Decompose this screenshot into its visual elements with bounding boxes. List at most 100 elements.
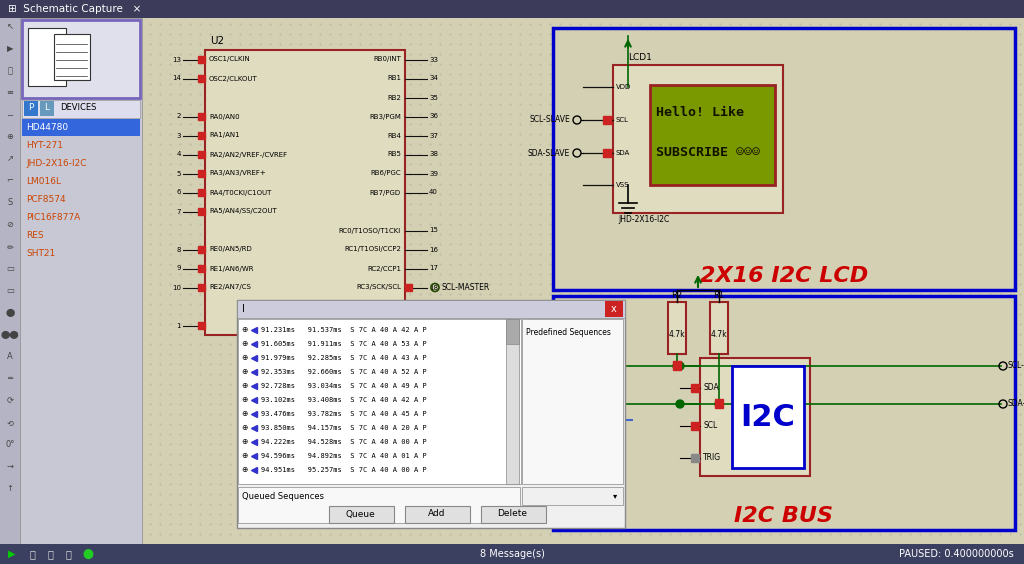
Text: OSC1/CLKIN: OSC1/CLKIN (209, 56, 251, 63)
Text: I: I (242, 304, 245, 314)
Text: ⬤: ⬤ (5, 308, 14, 317)
Text: ⊕: ⊕ (241, 340, 247, 349)
Bar (0, 0, 1024, 18)
Bar (404, 506, 470, 523)
Bar (198, 245, 205, 253)
Text: ⊕: ⊕ (241, 424, 247, 433)
Text: 4.7k: 4.7k (711, 330, 727, 339)
Text: RA1/AN1: RA1/AN1 (209, 133, 240, 139)
Text: SDA: SDA (616, 150, 630, 156)
Bar (198, 265, 205, 271)
Text: Predefined Sequences: Predefined Sequences (526, 328, 611, 337)
Bar (142, 18, 1024, 544)
Text: R2: R2 (672, 291, 683, 300)
Text: 1: 1 (176, 323, 181, 328)
Bar (673, 361, 681, 370)
Text: ▶: ▶ (7, 44, 13, 53)
Text: 5: 5 (176, 170, 181, 177)
Text: 94.222ms   94.528ms  S 7C A 40 A 00 A P: 94.222ms 94.528ms S 7C A 40 A 00 A P (261, 439, 427, 445)
Bar (238, 319, 521, 484)
Text: RC0/T1OSO/T1CKI: RC0/T1OSO/T1CKI (339, 227, 401, 233)
Circle shape (676, 400, 684, 408)
Text: ⏭: ⏭ (29, 549, 35, 559)
Text: SDA-SLAVE: SDA-SLAVE (1008, 399, 1024, 408)
Bar (522, 319, 623, 484)
Text: ⊕: ⊕ (241, 354, 247, 363)
Bar (506, 319, 519, 344)
Text: SCL: SCL (616, 117, 629, 123)
Text: RC3/SCK/SCL: RC3/SCK/SCL (356, 284, 401, 290)
Bar (613, 65, 783, 213)
Circle shape (673, 362, 681, 370)
Bar (715, 399, 723, 408)
Text: 17: 17 (429, 266, 438, 271)
Bar (22, 100, 140, 118)
Text: RA4/T0CKI/C1OUT: RA4/T0CKI/C1OUT (209, 190, 271, 196)
Text: S: S (7, 198, 12, 207)
Text: ⊕: ⊕ (241, 325, 247, 334)
Text: 37: 37 (429, 133, 438, 139)
Text: 2X16 I2C LCD: 2X16 I2C LCD (699, 266, 868, 286)
Text: SDA-SLAVE: SDA-SLAVE (527, 148, 570, 157)
Text: ⬤⬤: ⬤⬤ (1, 330, 19, 339)
Bar (20, 18, 142, 544)
Bar (506, 319, 519, 484)
Text: 4: 4 (176, 152, 181, 157)
Text: A: A (7, 352, 13, 361)
Text: 91.231ms   91.537ms  S 7C A 40 A 42 A P: 91.231ms 91.537ms S 7C A 40 A 42 A P (261, 327, 427, 333)
Text: RA3/AN3/VREF+: RA3/AN3/VREF+ (209, 170, 266, 177)
Text: SHT21: SHT21 (26, 249, 55, 258)
Bar (0, 544, 1024, 564)
Bar (553, 296, 1015, 530)
Text: 92.353ms   92.660ms  S 7C A 40 A 52 A P: 92.353ms 92.660ms S 7C A 40 A 52 A P (261, 369, 427, 375)
Text: VSS: VSS (616, 182, 630, 188)
Text: 16: 16 (429, 246, 438, 253)
Text: 0°: 0° (5, 440, 14, 449)
Text: ⏸: ⏸ (47, 549, 53, 559)
Bar (198, 151, 205, 157)
Bar (198, 74, 205, 82)
Text: x: x (611, 304, 616, 314)
Text: →: → (6, 462, 13, 471)
Bar (553, 28, 1015, 290)
Text: RB7/PGD: RB7/PGD (370, 190, 401, 196)
Bar (205, 50, 406, 335)
Text: ⊕: ⊕ (241, 368, 247, 377)
Text: ⊕: ⊕ (241, 409, 247, 418)
Bar (605, 301, 623, 317)
Text: L: L (44, 104, 49, 112)
Text: PIC16F877A: PIC16F877A (26, 213, 80, 222)
Text: PCF8574: PCF8574 (26, 195, 66, 204)
Text: 13: 13 (172, 56, 181, 63)
Text: ⊕: ⊕ (6, 132, 13, 141)
Bar (198, 131, 205, 139)
Text: 92.728ms   93.034ms  S 7C A 40 A 49 A P: 92.728ms 93.034ms S 7C A 40 A 49 A P (261, 383, 427, 389)
Text: 14: 14 (172, 76, 181, 82)
Bar (603, 116, 611, 124)
Bar (691, 422, 699, 430)
Text: 93.102ms   93.408ms  S 7C A 40 A 42 A P: 93.102ms 93.408ms S 7C A 40 A 42 A P (261, 397, 427, 403)
Text: OSC2/CLKOUT: OSC2/CLKOUT (209, 76, 258, 82)
Bar (710, 302, 728, 354)
Text: HYT-271: HYT-271 (26, 140, 63, 149)
Text: JHD-2X16-I2C: JHD-2X16-I2C (618, 215, 670, 224)
Text: ▾: ▾ (612, 491, 617, 500)
Text: PAUSED: 0.400000000s: PAUSED: 0.400000000s (899, 549, 1014, 559)
Bar (198, 208, 205, 214)
Text: U2: U2 (210, 36, 224, 46)
Text: ✏: ✏ (6, 242, 13, 251)
Bar (198, 112, 205, 120)
Bar (237, 300, 625, 318)
Bar (237, 300, 625, 528)
Text: DEVICES: DEVICES (60, 104, 96, 112)
Bar (238, 487, 520, 523)
Text: 91.979ms   92.285ms  S 7C A 40 A 43 A P: 91.979ms 92.285ms S 7C A 40 A 43 A P (261, 355, 427, 361)
Text: ↗: ↗ (6, 154, 13, 163)
Text: RB4: RB4 (387, 133, 401, 139)
Text: Add: Add (428, 509, 445, 518)
Circle shape (676, 362, 684, 370)
Text: 39: 39 (429, 170, 438, 177)
Text: 18: 18 (429, 284, 438, 290)
Circle shape (715, 400, 723, 408)
Text: RC2/CCP1: RC2/CCP1 (367, 266, 401, 271)
